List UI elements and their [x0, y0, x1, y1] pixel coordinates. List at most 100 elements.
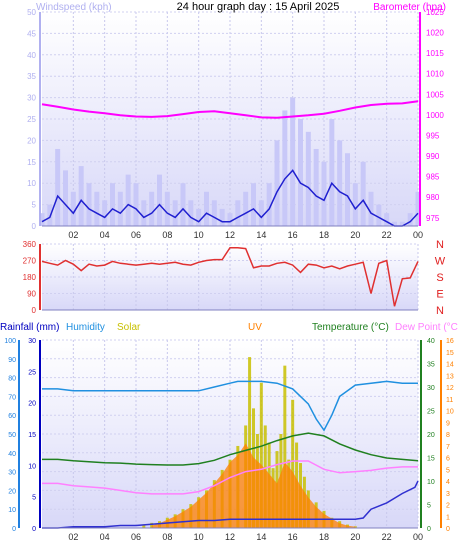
gust-bar: [78, 166, 84, 226]
rainfall-tick-label: 5: [32, 495, 36, 502]
barometer-tick-label: 1000: [426, 111, 444, 120]
wind-tick-label: 5: [32, 201, 37, 210]
temperature-tick-label: 40: [427, 338, 435, 345]
gust-bar: [407, 213, 413, 226]
gust-bar: [282, 110, 288, 226]
gust-bar: [125, 174, 131, 226]
climate-x-tick-label: 18: [319, 532, 329, 542]
temperature-legend-label: Temperature (°C): [312, 322, 389, 333]
wind-x-tick-label: 14: [256, 230, 266, 240]
gust-bar: [39, 213, 45, 226]
rainfall-tick-label: 20: [28, 401, 36, 408]
gust-bar: [110, 183, 115, 226]
gust-bar: [157, 174, 162, 226]
wind-x-tick-label: 00: [413, 230, 423, 240]
wind-x-tick-label: 20: [350, 230, 360, 240]
barometer-tick-label: 985: [426, 173, 440, 182]
compass-direction-label: E: [436, 289, 443, 301]
barometer-tick-label: 990: [426, 152, 440, 161]
wind-x-tick-label: 18: [319, 230, 329, 240]
compass-direction-label: N: [436, 305, 444, 317]
barometer-tick-label: 995: [426, 131, 440, 140]
wind-x-tick-label: 02: [68, 230, 78, 240]
dewpoint-tick-label: 16: [446, 338, 454, 345]
dewpoint-tick-label: 13: [446, 373, 454, 380]
direction-tick-label: 360: [23, 240, 37, 249]
temperature-tick-label: 0: [427, 526, 431, 533]
wind-tick-label: 35: [27, 72, 36, 81]
gust-bar: [368, 191, 374, 226]
rainfall-tick-label: 0: [32, 526, 36, 533]
gust-bar: [337, 140, 343, 226]
climate-x-tick-label: 20: [350, 532, 360, 542]
gust-bar: [399, 221, 405, 226]
gust-bar: [227, 213, 233, 226]
barometer-line: [41, 100, 419, 119]
humidity-tick-label: 100: [4, 338, 16, 345]
solar-bar: [291, 399, 295, 528]
direction-tick-label: 0: [32, 306, 37, 315]
solar-bar: [142, 524, 146, 528]
gust-bar: [251, 183, 256, 226]
climate-x-tick-label: 14: [256, 532, 266, 542]
gust-bar: [266, 183, 272, 226]
gust-bar: [345, 153, 350, 226]
direction-tick-label: 180: [23, 273, 37, 282]
temperature-line: [42, 432, 419, 466]
temperature-tick-label: 35: [427, 362, 435, 369]
climate-x-tick-label: 02: [68, 532, 78, 542]
solar-bar: [259, 382, 263, 528]
solar-legend-label: Solar: [117, 322, 141, 333]
gust-bar: [290, 97, 296, 226]
humidity-tick-label: 0: [12, 526, 16, 533]
humidity-tick-label: 80: [8, 376, 16, 383]
solar-bar: [248, 357, 252, 528]
direction-tick-label: 270: [23, 257, 37, 266]
solar-bar: [150, 522, 154, 528]
gust-bar: [392, 221, 397, 226]
gust-bar: [376, 204, 382, 226]
wind-x-tick-label: 08: [162, 230, 172, 240]
wind-tick-label: 50: [27, 8, 36, 17]
gust-bar: [321, 161, 327, 226]
gust-bar: [235, 200, 241, 226]
temperature-tick-label: 10: [427, 479, 435, 486]
climate-x-tick-label: 22: [382, 532, 392, 542]
gust-bar: [180, 183, 186, 226]
dewpoint-tick-label: 8: [446, 432, 450, 439]
wind-tick-label: 40: [27, 51, 36, 60]
dewpoint-legend-label: Dew Point (°C): [395, 322, 458, 333]
rainfall-legend-label: Rainfall (mm): [0, 322, 59, 333]
wind-tick-label: 25: [27, 115, 36, 124]
direction-tick-label: 90: [27, 290, 36, 299]
wind-tick-label: 10: [27, 179, 36, 188]
gust-bar: [133, 183, 139, 226]
humidity-tick-label: 30: [8, 470, 16, 477]
barometer-tick-label: 1005: [426, 90, 444, 99]
humidity-legend-label: Humidity: [66, 322, 105, 333]
uv-legend-label: UV: [248, 322, 262, 333]
dewpoint-tick-label: 11: [446, 397, 453, 404]
dewpoint-tick-label: 5: [446, 467, 450, 474]
wind-tick-label: 20: [27, 136, 36, 145]
dewpoint-tick-label: 0: [446, 526, 450, 533]
humidity-tick-label: 70: [8, 394, 16, 401]
gust-bar: [305, 131, 311, 226]
solar-bar: [283, 365, 287, 528]
barometer-tick-label: 1015: [426, 49, 444, 58]
humidity-line: [42, 380, 418, 432]
gust-bar: [188, 200, 194, 226]
wind-x-tick-label: 22: [382, 230, 392, 240]
wind-tick-label: 30: [27, 94, 36, 103]
gust-bar: [211, 200, 217, 226]
climate-x-tick-label: 08: [162, 532, 172, 542]
rainfall-tick-label: 25: [28, 369, 36, 376]
gust-bar: [415, 191, 421, 226]
gust-bar: [243, 191, 249, 226]
dewpoint-tick-label: 1: [446, 514, 450, 521]
humidity-tick-label: 90: [8, 357, 16, 364]
temperature-tick-label: 30: [427, 385, 435, 392]
wind-x-tick-label: 12: [225, 230, 235, 240]
